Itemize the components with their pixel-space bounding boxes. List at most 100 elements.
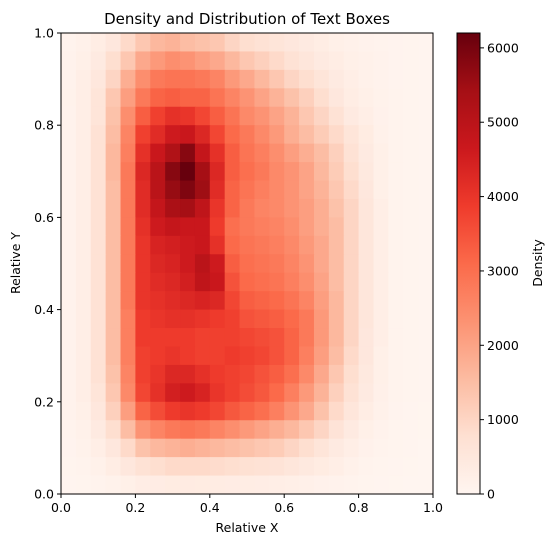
heatmap-cell bbox=[105, 198, 122, 218]
heatmap-cell bbox=[61, 364, 77, 384]
heatmap-cell bbox=[373, 420, 389, 440]
heatmap-cell bbox=[135, 88, 151, 108]
heatmap-cell bbox=[313, 309, 330, 329]
heatmap-cell bbox=[90, 125, 107, 145]
heatmap-cell bbox=[209, 143, 226, 163]
heatmap-cell bbox=[239, 364, 256, 384]
heatmap-cell bbox=[284, 125, 300, 145]
heatmap-cell bbox=[135, 475, 151, 495]
heatmap-cell bbox=[75, 457, 92, 477]
heatmap-cell bbox=[254, 309, 270, 329]
heatmap-cell bbox=[135, 51, 151, 71]
heatmap-cell bbox=[180, 235, 196, 255]
heatmap-cell bbox=[254, 180, 270, 200]
heatmap-cell bbox=[224, 69, 241, 89]
heatmap-cell bbox=[299, 309, 315, 329]
heatmap-cell bbox=[194, 143, 211, 163]
heatmap-cell bbox=[224, 88, 241, 108]
heatmap-cell bbox=[328, 143, 345, 163]
heatmap-cell bbox=[418, 364, 434, 384]
heatmap-cell bbox=[165, 198, 181, 218]
heatmap-cell bbox=[299, 475, 315, 495]
heatmap-cell bbox=[343, 420, 360, 440]
heatmap-cell bbox=[254, 198, 270, 218]
heatmap-cell bbox=[418, 125, 434, 145]
heatmap-cell bbox=[313, 328, 330, 348]
heatmap-cell bbox=[418, 69, 434, 89]
heatmap-cell bbox=[358, 291, 375, 311]
heatmap-cell bbox=[165, 383, 181, 403]
heatmap-cell bbox=[135, 143, 151, 163]
heatmap-cell bbox=[105, 438, 122, 458]
heatmap-cell bbox=[120, 438, 136, 458]
heatmap-cell bbox=[343, 143, 360, 163]
heatmap-cell bbox=[150, 272, 166, 292]
heatmap-cell bbox=[194, 475, 211, 495]
heatmap-cell bbox=[120, 88, 136, 108]
heatmap-cell bbox=[90, 33, 107, 53]
heatmap-cell bbox=[403, 475, 419, 495]
heatmap-cell bbox=[239, 383, 256, 403]
heatmap-cell bbox=[105, 106, 122, 126]
heatmap-cell bbox=[61, 272, 77, 292]
heatmap-cell bbox=[120, 364, 136, 384]
heatmap-cell bbox=[180, 51, 196, 71]
heatmap-cell bbox=[165, 51, 181, 71]
heatmap-cell bbox=[299, 420, 315, 440]
heatmap-cell bbox=[284, 254, 300, 274]
heatmap-cell bbox=[373, 346, 389, 366]
heatmap-cell bbox=[388, 88, 404, 108]
heatmap-cell bbox=[61, 198, 77, 218]
heatmap-cell bbox=[284, 69, 300, 89]
heatmap-cell bbox=[403, 51, 419, 71]
heatmap-cell bbox=[343, 162, 360, 182]
heatmap-cell bbox=[418, 180, 434, 200]
heatmap-cell bbox=[403, 364, 419, 384]
heatmap-cell bbox=[358, 475, 375, 495]
heatmap-cell bbox=[239, 457, 256, 477]
heatmap-cell bbox=[343, 33, 360, 53]
heatmap-cell bbox=[388, 69, 404, 89]
heatmap-cell bbox=[194, 364, 211, 384]
heatmap-cell bbox=[328, 88, 345, 108]
heatmap-cell bbox=[120, 254, 136, 274]
heatmap-cell bbox=[180, 254, 196, 274]
heatmap-cell bbox=[150, 106, 166, 126]
heatmap-cell bbox=[90, 162, 107, 182]
heatmap-cell bbox=[284, 88, 300, 108]
heatmap-cell bbox=[90, 364, 107, 384]
heatmap-cell bbox=[105, 309, 122, 329]
heatmap-cell bbox=[135, 235, 151, 255]
heatmap-cell bbox=[224, 33, 241, 53]
heatmap-cell bbox=[75, 217, 92, 237]
heatmap-cell bbox=[120, 401, 136, 421]
heatmap-cell bbox=[224, 198, 241, 218]
heatmap-cell bbox=[224, 401, 241, 421]
heatmap-cell bbox=[284, 217, 300, 237]
heatmap-cell bbox=[150, 438, 166, 458]
heatmap-cell bbox=[328, 364, 345, 384]
heatmap-cell bbox=[403, 346, 419, 366]
heatmap-cell bbox=[343, 272, 360, 292]
heatmap-cell bbox=[150, 457, 166, 477]
heatmap-cell bbox=[284, 235, 300, 255]
colorbar bbox=[456, 32, 481, 495]
heatmap-cell bbox=[90, 198, 107, 218]
heatmap-cell bbox=[61, 69, 77, 89]
heatmap-cell bbox=[418, 51, 434, 71]
heatmap-cell bbox=[165, 106, 181, 126]
heatmap-cell bbox=[328, 254, 345, 274]
heatmap-cell bbox=[165, 420, 181, 440]
heatmap-cell bbox=[388, 328, 404, 348]
heatmap-cell bbox=[403, 69, 419, 89]
heatmap-cell bbox=[180, 309, 196, 329]
heatmap-cell bbox=[135, 69, 151, 89]
heatmap-cell bbox=[388, 33, 404, 53]
x-tick-label: 0.0 bbox=[51, 500, 71, 515]
heatmap-cell bbox=[358, 33, 375, 53]
heatmap-cell bbox=[61, 383, 77, 403]
heatmap-cell bbox=[358, 364, 375, 384]
heatmap-cell bbox=[61, 420, 77, 440]
heatmap-cell bbox=[373, 217, 389, 237]
heatmap-cell bbox=[418, 254, 434, 274]
